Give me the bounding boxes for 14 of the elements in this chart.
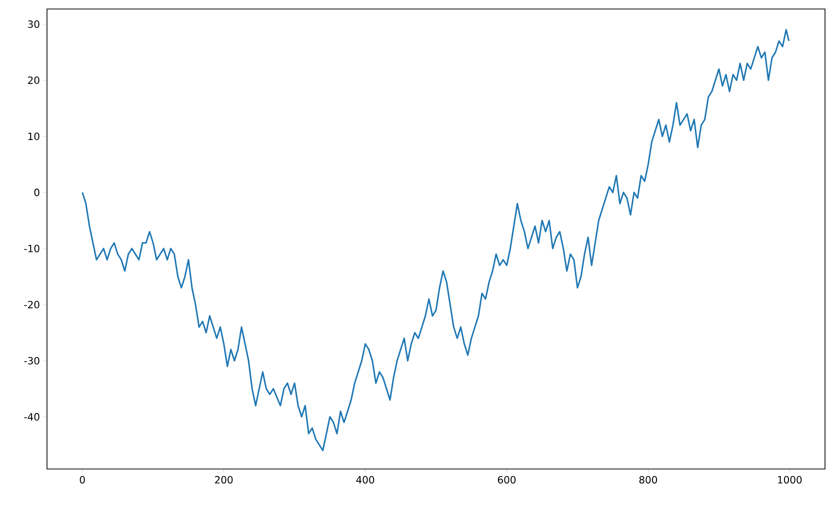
x-tick-label: 1000: [778, 476, 802, 484]
y-tick-label: 10: [28, 132, 40, 140]
x-tick-label: 200: [215, 476, 233, 484]
y-tick-label: -10: [24, 244, 40, 252]
x-tick-label: 400: [356, 476, 374, 484]
y-tick-label: -20: [24, 300, 40, 308]
x-tick-label: 0: [80, 476, 85, 484]
y-tick-label: 30: [28, 20, 40, 28]
y-tick-label: -40: [24, 413, 40, 421]
x-tick-label: 800: [639, 476, 658, 484]
y-tick-label: 0: [34, 188, 40, 196]
y-tick-label: -30: [24, 356, 40, 364]
x-tick-label: 600: [498, 476, 516, 484]
y-tick-label: 20: [28, 76, 40, 84]
